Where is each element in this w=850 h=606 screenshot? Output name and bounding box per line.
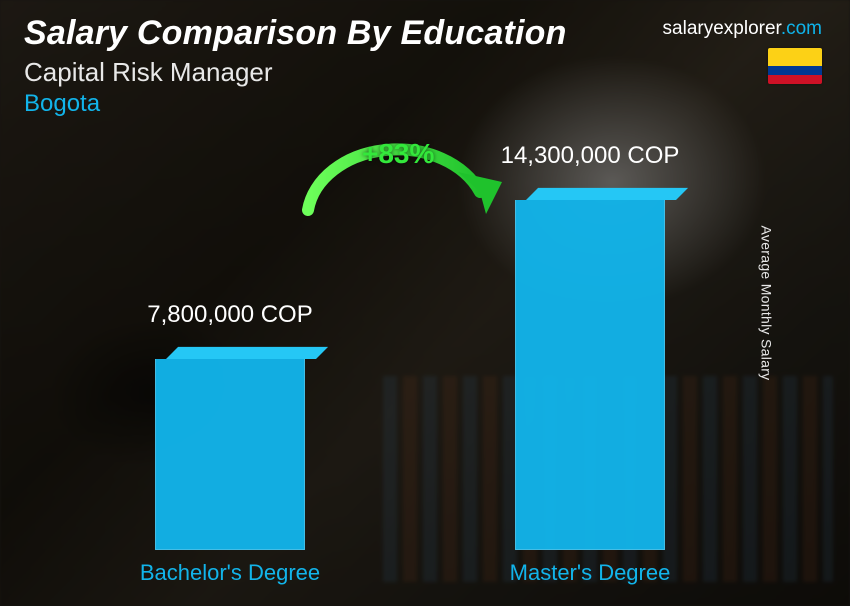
infographic-container: Salary Comparison By Education Capital R…	[0, 0, 850, 606]
bar-front	[155, 359, 305, 550]
colombia-flag-icon	[768, 48, 822, 84]
brand-name: salaryexplorer	[663, 18, 781, 39]
city-label: Bogota	[24, 90, 826, 118]
bar-front	[515, 200, 665, 550]
x-label-master: Master's Degree	[480, 560, 700, 586]
bar-bachelor: 7,800,000 COP	[140, 337, 320, 550]
increase-percent: +83%	[362, 138, 434, 170]
increase-indicator: +83%	[290, 132, 510, 232]
brand-logo: salaryexplorer.com	[663, 18, 822, 40]
x-label-bachelor: Bachelor's Degree	[120, 560, 340, 586]
x-axis-labels: Bachelor's Degree Master's Degree	[70, 560, 770, 590]
bar-master: 14,300,000 COP	[500, 178, 680, 550]
job-title: Capital Risk Manager	[24, 57, 826, 88]
bar-value-label: 7,800,000 COP	[100, 301, 360, 329]
brand-suffix: .com	[781, 18, 822, 39]
